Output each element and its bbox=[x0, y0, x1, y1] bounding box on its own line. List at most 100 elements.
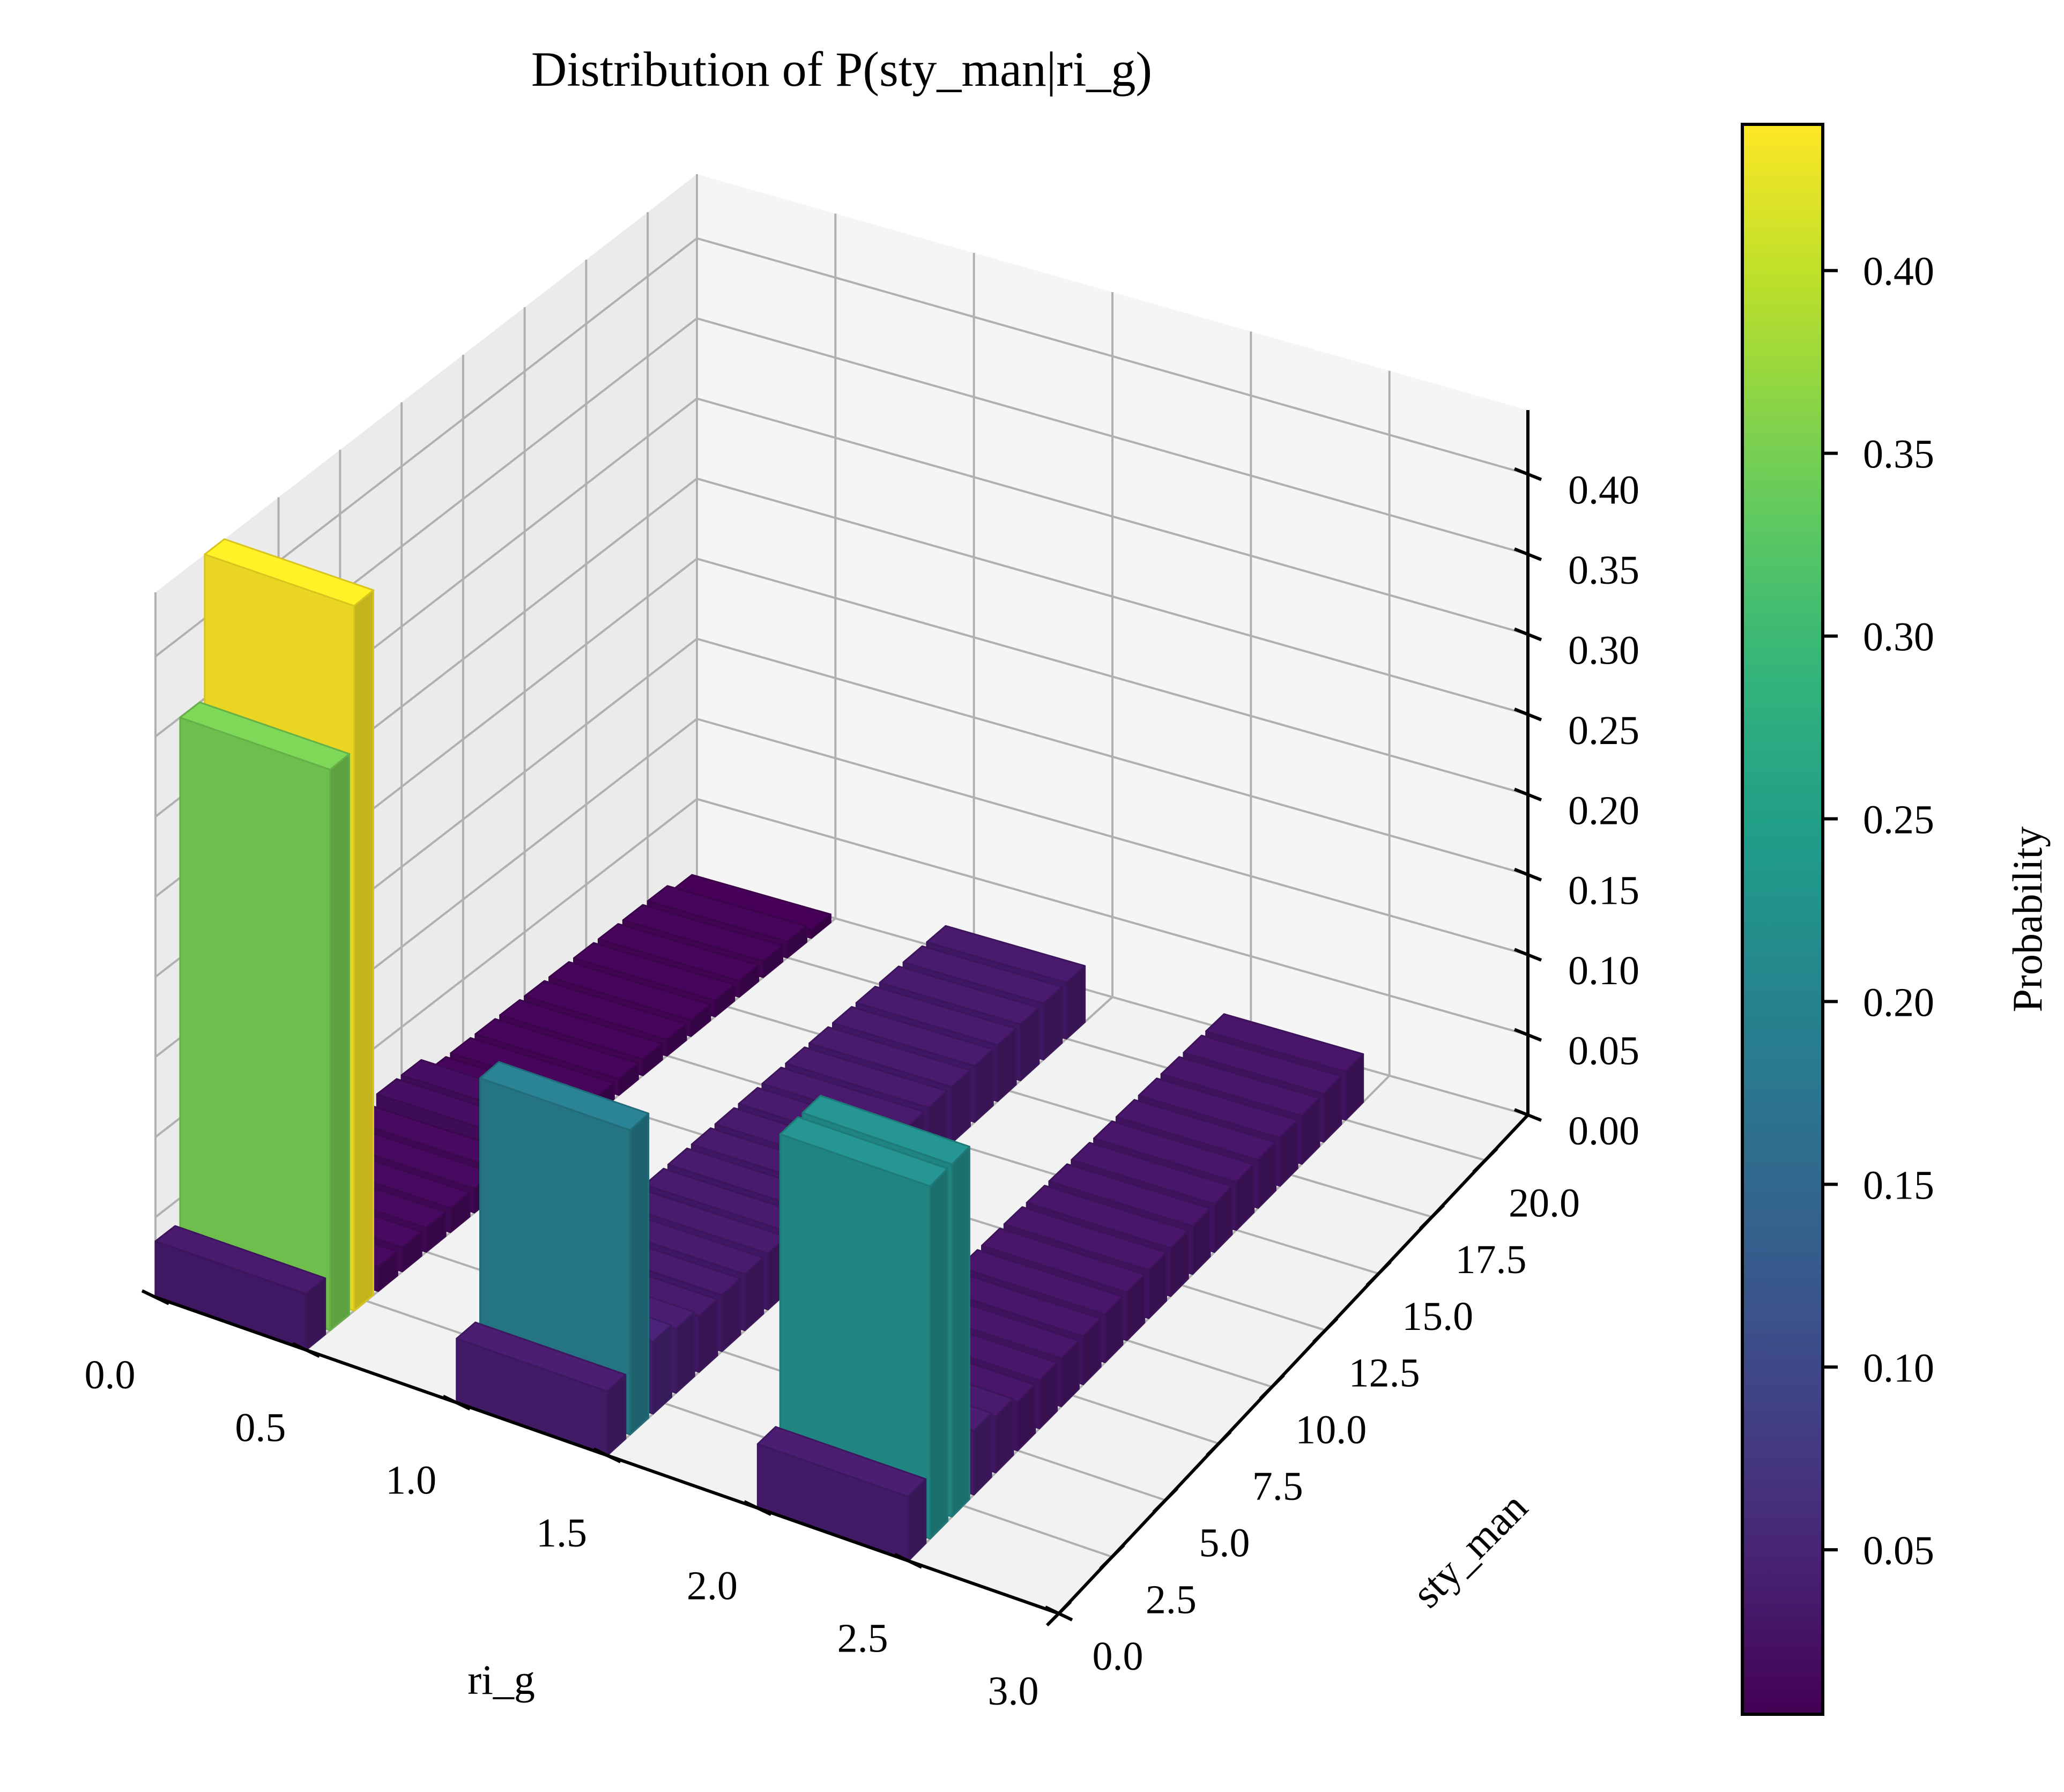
y-tick-mark bbox=[1472, 1147, 1498, 1173]
y-tick-label: 20.0 bbox=[1509, 1181, 1580, 1226]
z-tick-label: 0.05 bbox=[1568, 1029, 1639, 1074]
x-tick-label: 2.5 bbox=[837, 1616, 888, 1661]
z-tick-label: 0.25 bbox=[1568, 708, 1639, 753]
z-tick-label: 0.15 bbox=[1568, 868, 1639, 913]
bar bbox=[756, 1426, 927, 1562]
bar-top-face bbox=[832, 1006, 994, 1067]
x-tick-label: 2.0 bbox=[687, 1563, 738, 1608]
x-tick-mark bbox=[593, 1447, 621, 1463]
y-tick-label: 7.5 bbox=[1252, 1464, 1303, 1509]
bar-top-face bbox=[1205, 1013, 1364, 1073]
bar-top-face bbox=[926, 925, 1086, 984]
colorbar-tick-label: 0.40 bbox=[1863, 249, 1934, 294]
y-tick-mark bbox=[1312, 1317, 1339, 1343]
bar-top-face bbox=[499, 999, 663, 1060]
x-tick-label: 3.0 bbox=[988, 1669, 1039, 1714]
bar-top-face bbox=[1048, 1163, 1211, 1227]
bar-top-face bbox=[573, 942, 736, 1001]
z-tick-label: 0.00 bbox=[1568, 1109, 1639, 1154]
y-tick-label: 2.5 bbox=[1146, 1577, 1197, 1622]
z-axis-ticks: 0.00 0.05 0.10 0.15 0.20 0.25 0.30 0.35 0.40 bbox=[1513, 467, 1639, 1154]
z-tick-mark bbox=[1513, 787, 1542, 802]
colorbar-label: Probability bbox=[2004, 827, 2051, 1013]
y-tick-label: 12.5 bbox=[1349, 1351, 1420, 1396]
z-tick-mark bbox=[1513, 708, 1542, 722]
bar-side-face bbox=[353, 589, 374, 1312]
x-tick-mark bbox=[442, 1394, 471, 1411]
x-tick-mark bbox=[744, 1500, 772, 1516]
z-tick-label: 0.30 bbox=[1568, 628, 1639, 673]
bar-top-face bbox=[1115, 1099, 1276, 1161]
grid-z-back bbox=[696, 718, 1528, 956]
grid-z-back bbox=[696, 477, 1528, 716]
bar-top-face bbox=[902, 945, 1063, 1005]
bar-top-face bbox=[801, 1095, 970, 1165]
bar-top-face bbox=[622, 904, 784, 962]
grid-z-back bbox=[696, 237, 1528, 475]
chart-title: Distribution of P(sty_man|ri_g) bbox=[531, 42, 1152, 96]
bar bbox=[779, 1116, 949, 1540]
z-tick-mark bbox=[1513, 547, 1542, 561]
z-tick-mark bbox=[1513, 1108, 1542, 1122]
y-tick-mark bbox=[1259, 1374, 1285, 1400]
z-tick-mark bbox=[1513, 627, 1542, 642]
bar-top-face bbox=[785, 1046, 948, 1109]
y-tick-label: 17.5 bbox=[1456, 1237, 1527, 1282]
z-tick-mark bbox=[1513, 948, 1542, 962]
y-tick-label: 15.0 bbox=[1402, 1294, 1473, 1339]
colorbar-tick-label: 0.30 bbox=[1863, 615, 1934, 660]
colorbar-tick-label: 0.25 bbox=[1863, 797, 1934, 842]
z-tick-mark bbox=[1513, 1028, 1542, 1042]
bar-top-face bbox=[855, 986, 1017, 1046]
colorbar: 0.05 0.10 0.15 0.20 0.25 0.30 0.35 0.40 Probabi… bbox=[1741, 123, 2051, 1716]
grid-z-back bbox=[696, 637, 1528, 876]
bar-top-face bbox=[647, 885, 807, 943]
y-axis-line bbox=[1057, 1113, 1530, 1615]
bar-top-face bbox=[1160, 1056, 1320, 1117]
bar-top-face bbox=[524, 980, 687, 1041]
z-tick-label: 0.40 bbox=[1568, 468, 1639, 513]
grid-z-back bbox=[696, 798, 1528, 1036]
x-tick-label: 0.5 bbox=[235, 1405, 286, 1450]
y-tick-mark bbox=[1206, 1430, 1232, 1457]
colorbar-ticks: 0.05 0.10 0.15 0.20 0.25 0.30 0.35 0.40 bbox=[1823, 249, 1934, 1573]
bar-top-face bbox=[1183, 1035, 1342, 1095]
z-tick-label: 0.35 bbox=[1568, 548, 1639, 593]
bar-top-face bbox=[879, 965, 1040, 1025]
bar-top-face bbox=[1071, 1142, 1233, 1205]
bar-side-face bbox=[929, 1168, 949, 1540]
bar-top-face bbox=[479, 1061, 650, 1131]
x-tick-label: 0.0 bbox=[85, 1352, 136, 1397]
z-tick-label: 0.10 bbox=[1568, 948, 1639, 993]
bar-top-face bbox=[597, 923, 760, 982]
bar-side-face bbox=[951, 1146, 970, 1518]
z-tick-mark bbox=[1513, 467, 1542, 481]
x-tick-mark bbox=[141, 1289, 170, 1305]
grid-z-back bbox=[696, 397, 1528, 636]
y-axis-label: sty_man bbox=[1403, 1483, 1536, 1616]
y-tick-label: 10.0 bbox=[1295, 1407, 1367, 1452]
colorbar-tick-label: 0.35 bbox=[1863, 432, 1934, 477]
y-tick-mark bbox=[1365, 1260, 1392, 1287]
x-tick-label: 1.0 bbox=[385, 1458, 436, 1503]
bar bbox=[154, 1225, 326, 1351]
bars-layer bbox=[154, 538, 1364, 1562]
grid-z-back bbox=[696, 878, 1528, 1116]
y-axis-ticks: 0.02.55.07.5 10.0 12.5 15.0 17.5 20.0 bbox=[1045, 1147, 1580, 1679]
bar-top-face bbox=[779, 1116, 949, 1187]
bar-top-face bbox=[179, 701, 351, 771]
y-tick-label: 0.0 bbox=[1093, 1634, 1144, 1679]
bar-top-face bbox=[474, 1018, 639, 1080]
x-axis-ticks: 0.0 0.5 1.0 1.5 2.0 2.5 3.0 bbox=[85, 1289, 1073, 1714]
colorbar-tick-label: 0.20 bbox=[1863, 980, 1934, 1025]
colorbar-tick-label: 0.05 bbox=[1863, 1528, 1934, 1573]
bar-top-face bbox=[204, 538, 374, 607]
bar-top-face bbox=[548, 961, 711, 1021]
y-tick-mark bbox=[1419, 1204, 1445, 1230]
x-tick-label: 1.5 bbox=[536, 1511, 587, 1556]
bar-top-face bbox=[154, 1225, 326, 1295]
bar-top-face bbox=[1138, 1077, 1298, 1139]
bar-top-face bbox=[981, 1228, 1146, 1293]
x-axis-label: ri_g bbox=[467, 1656, 535, 1703]
y-tick-label: 5.0 bbox=[1199, 1521, 1250, 1566]
